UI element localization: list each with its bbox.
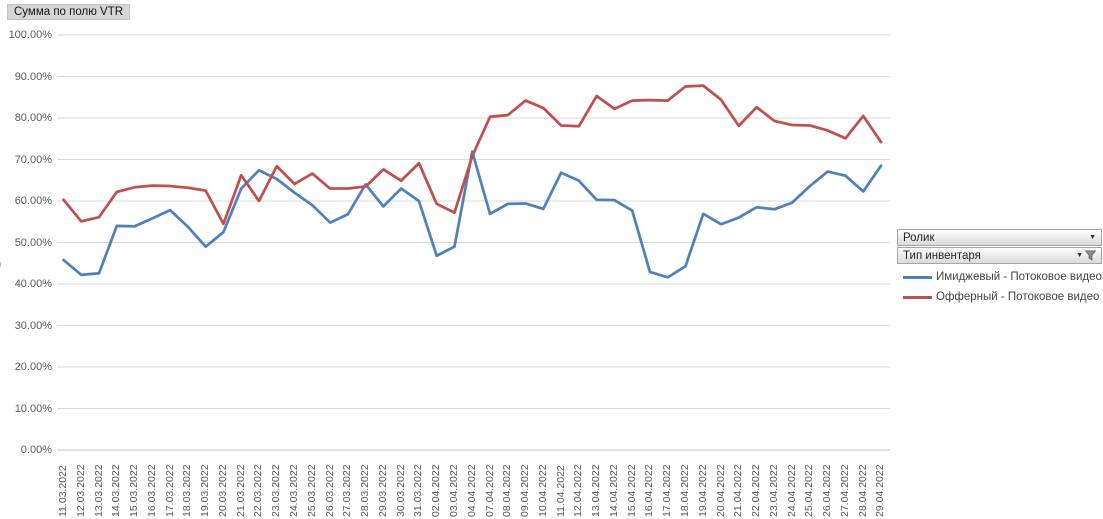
x-axis-tick-label: 17.03.2022 (163, 464, 176, 517)
series-line-0 (62, 150, 883, 279)
x-axis-tick-label: 23.04.2022 (767, 464, 780, 517)
x-axis-tick-label: 28.03.2022 (359, 464, 372, 517)
x-axis-tick-label: 11.04.2022 (554, 465, 567, 517)
y-axis-tick-label: 40.00% (14, 278, 52, 290)
x-axis-tick-label: 27.04.2022 (838, 464, 851, 517)
clipped-axis-text: ) (0, 256, 1, 271)
x-axis-tick-label: 20.03.2022 (216, 464, 229, 517)
y-axis-tick-label: 100.00% (8, 29, 52, 41)
x-axis-tick-label: 28.04.2022 (856, 464, 869, 517)
filter-button-label: Тип инвентаря (903, 249, 981, 262)
x-axis-tick-label: 20.04.2022 (714, 464, 727, 517)
y-axis-tick-label: 20.00% (14, 361, 52, 373)
x-axis-tick-label: 29.03.2022 (376, 464, 389, 517)
series-line-1 (62, 84, 883, 226)
x-axis-tick-label: 07.04.2022 (483, 464, 496, 517)
legend-label: Офферный - Потоковое видео (936, 291, 1100, 303)
x-axis-tick-label: 04.04.2022 (465, 464, 478, 517)
x-axis-tick-label: 15.03.2022 (128, 464, 141, 517)
x-axis-tick-label: 22.03.2022 (252, 464, 265, 517)
x-axis-tick-label: 27.03.2022 (341, 464, 354, 517)
x-axis-tick-label: 26.03.2022 (323, 464, 336, 517)
x-axis-tick-label: 13.04.2022 (590, 464, 603, 517)
x-axis-tick-label: 18.04.2022 (679, 464, 691, 517)
x-axis-tick-label: 14.03.2022 (110, 464, 123, 517)
legend-line-swatch (903, 295, 932, 299)
legend-item-offernyj: Офферный - Потоковое видео (903, 290, 1099, 304)
x-axis-tick-label: 09.04.2022 (519, 464, 532, 517)
x-axis-tick-label: 24.04.2022 (785, 464, 798, 517)
x-axis-tick-label: 12.03.2022 (74, 464, 87, 517)
y-axis-tick-label: 50.00% (14, 236, 52, 249)
x-axis-tick-label: 19.04.2022 (696, 464, 709, 517)
x-axis-tick-label: 08.04.2022 (501, 464, 514, 517)
x-axis-tick-label: 03.04.2022 (447, 464, 460, 517)
x-axis-tick-label: 26.04.2022 (821, 464, 834, 517)
x-axis-tick-label: 24.03.2022 (288, 464, 301, 517)
x-axis-tick-label: 21.03.2022 (234, 464, 247, 517)
x-axis-tick-label: 22.04.2022 (750, 464, 763, 517)
y-axis-tick-label: 30.00% (14, 319, 52, 332)
x-axis-tick-label: 13.03.2022 (92, 464, 105, 517)
x-axis-tick-label: 25.03.2022 (305, 464, 318, 517)
x-axis-tick-label: 14.04.2022 (607, 464, 620, 517)
legend-line-swatch (903, 275, 932, 279)
vtr-field-button[interactable]: Сумма по полю VTR (7, 4, 131, 20)
filter-button-label: Ролик (903, 231, 935, 244)
x-axis-tick-label: 10.04.2022 (536, 464, 549, 517)
filter-funnel-icon (1085, 250, 1096, 261)
x-axis-tick-label: 02.04.2022 (430, 464, 443, 517)
y-axis-tick-label: 80.00% (14, 112, 52, 124)
legend-label: Имиджевый - Потоковое видео (936, 271, 1102, 283)
x-axis-tick-label: 18.03.2022 (181, 464, 194, 517)
x-axis-tick-label: 16.04.2022 (643, 464, 656, 517)
x-axis-tick-label: 21.04.2022 (732, 464, 745, 517)
chevron-down-icon: ▼ (1089, 234, 1096, 241)
x-axis-tick-label: 16.03.2022 (145, 464, 158, 517)
x-axis-tick-label: 25.04.2022 (803, 464, 816, 517)
x-axis-tick-label: 29.04.2022 (874, 464, 887, 517)
chevron-down-icon: ▼ (1076, 252, 1083, 259)
y-axis-tick-label: 90.00% (14, 70, 52, 83)
legend-item-imidzhevyj: Имиджевый - Потоковое видео (903, 270, 1102, 284)
y-axis-tick-label: 70.00% (14, 153, 52, 166)
y-axis-tick-label: 60.00% (14, 195, 52, 207)
x-axis-tick-label: 23.03.2022 (270, 464, 283, 517)
filter-button-rolik[interactable]: Ролик ▼ (897, 229, 1102, 246)
x-axis-tick-label: 31.03.2022 (412, 464, 425, 517)
x-axis-tick-label: 12.04.2022 (572, 464, 585, 517)
x-axis-tick-label: 30.03.2022 (394, 464, 407, 517)
filter-button-tip-inventarya[interactable]: Тип инвентаря ▼ (897, 247, 1102, 264)
y-axis-tick-label: 0.00% (20, 444, 52, 456)
x-axis-tick-label: 11.03.2022 (57, 465, 69, 517)
x-axis-tick-label: 15.04.2022 (625, 464, 638, 517)
x-axis-tick-label: 19.03.2022 (199, 464, 212, 517)
y-axis-tick-label: 10.00% (14, 402, 52, 415)
x-axis-tick-label: 17.04.2022 (661, 464, 674, 517)
